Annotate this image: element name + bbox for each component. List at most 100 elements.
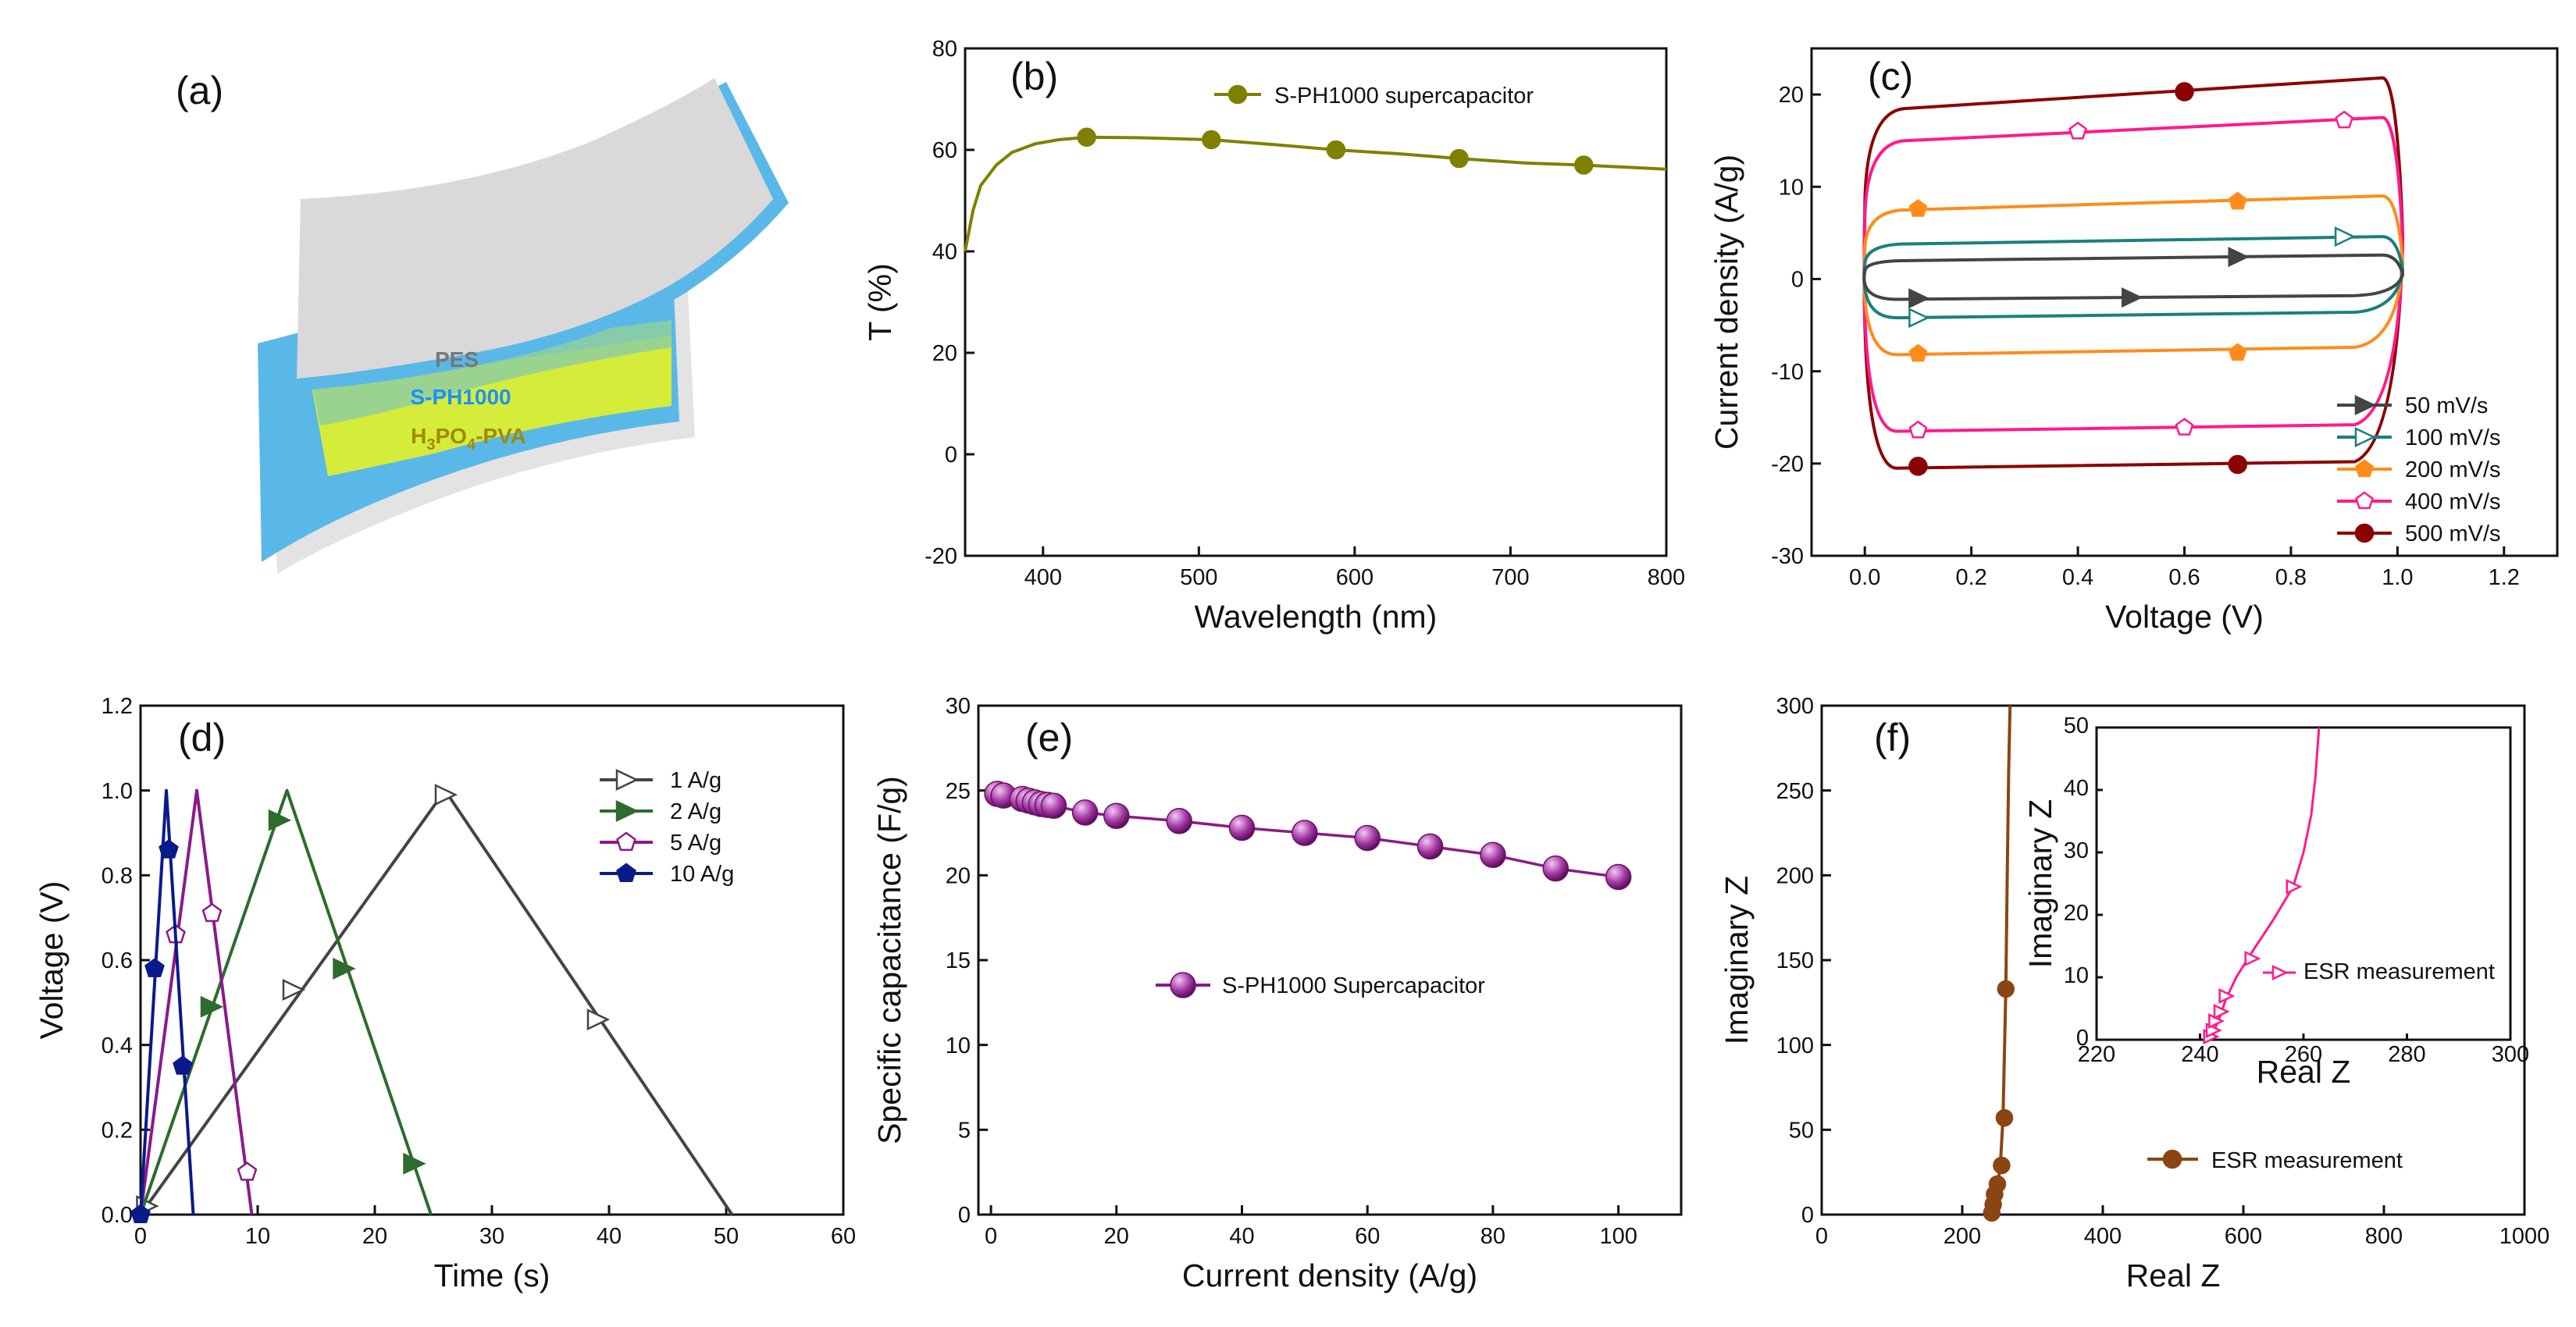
y-tick-label: 40 xyxy=(2064,776,2089,801)
x-tick-label: 0.8 xyxy=(2275,565,2307,590)
data-point xyxy=(159,839,179,859)
data-point xyxy=(2122,287,2143,308)
data-point xyxy=(1326,140,1346,160)
data-point xyxy=(1542,855,1569,882)
cv-loop xyxy=(1862,253,2405,301)
y-tick-label: 250 xyxy=(1776,779,1814,804)
panel-c-chart: 0.0 0.2 0.4 0.6 0.8 1.0 1.2 -30 -20 -10 0 10 20 Volta… xyxy=(1708,47,2559,635)
series-line xyxy=(1990,705,2012,1215)
legend-label: S-PH1000 Supercapacitor xyxy=(1222,973,1485,998)
panel-a-label: (a) xyxy=(176,69,223,112)
data-point xyxy=(2175,418,2194,436)
legend-label: 400 mV/s xyxy=(2405,489,2501,514)
x-tick-label: 220 xyxy=(2078,1042,2115,1067)
legend-marker xyxy=(615,800,640,822)
data-point xyxy=(1292,820,1318,846)
series-10-A-g xyxy=(130,788,195,1223)
panel-a-schematic: PES S-PH1000 H3PO4-PVA (a) xyxy=(176,69,789,574)
panel-d-chart: 0 10 20 30 40 50 60 0.0 0.2 0.4 0.6 0.8 1.0 1.2 Time (… xyxy=(34,694,856,1293)
data-point xyxy=(2175,82,2194,101)
sph1000-top-layer xyxy=(308,320,672,425)
x-tick-label: 60 xyxy=(1355,1224,1380,1249)
series-5-A-g xyxy=(139,788,258,1215)
panel-label: (b) xyxy=(1010,55,1058,98)
y-tick-label: 0 xyxy=(945,443,957,468)
x-tick-label: 0 xyxy=(1815,1224,1828,1249)
data-point xyxy=(1908,457,1928,476)
y-tick-label: 15 xyxy=(946,948,971,973)
data-point xyxy=(1166,808,1192,834)
x-axis-label: Real Z xyxy=(2126,1258,2221,1293)
x-tick-label: 40 xyxy=(1229,1224,1254,1249)
y-tick-label: 50 xyxy=(2064,713,2089,738)
y-tick-label: 0 xyxy=(1791,268,1804,293)
data-point xyxy=(1228,814,1256,841)
x-tick-label: 1.0 xyxy=(2382,565,2413,590)
inset-data-point xyxy=(2213,1004,2230,1019)
data-point xyxy=(1573,155,1594,175)
cv-loop xyxy=(1862,194,2405,357)
y-tick-label: 300 xyxy=(1776,694,1814,719)
y-tick-label: 10 xyxy=(946,1033,971,1058)
legend-marker xyxy=(2355,491,2374,510)
x-tick-label: 30 xyxy=(479,1224,504,1249)
x-tick-label: 0.4 xyxy=(2062,565,2093,590)
y-tick-label: -20 xyxy=(1771,452,1804,477)
y-tick-label: -20 xyxy=(925,544,957,569)
series-2-A-g xyxy=(139,788,433,1215)
data-point xyxy=(1103,802,1130,830)
x-tick-label: 60 xyxy=(831,1224,856,1249)
plot-frame xyxy=(977,704,1683,1216)
y-tick-label: 150 xyxy=(1776,948,1814,973)
x-tick-label: 80 xyxy=(1480,1224,1505,1249)
y-tick-label: 60 xyxy=(932,138,957,163)
x-tick-label: 500 xyxy=(1180,565,1217,590)
y-tick-label: 20 xyxy=(946,863,971,888)
legend-marker xyxy=(2354,427,2377,447)
y-tick-label: 0.2 xyxy=(102,1118,133,1143)
cv-loop xyxy=(1862,116,2405,433)
x-tick-label: 280 xyxy=(2388,1042,2425,1067)
pes-layer xyxy=(297,78,773,379)
inset-data-point xyxy=(2244,951,2261,966)
y-tick-label: -10 xyxy=(1771,360,1804,385)
pes-label: PES xyxy=(435,347,479,372)
x-axis-label: Voltage (V) xyxy=(2105,599,2264,635)
legend-label: 2 A/g xyxy=(670,799,721,824)
legend-marker xyxy=(2354,523,2375,543)
plot-frame xyxy=(139,704,845,1216)
x-tick-label: 0.0 xyxy=(1849,565,1880,590)
x-tick-label: 40 xyxy=(597,1224,622,1249)
y-axis-label: Specific capacitance (F/g) xyxy=(871,776,907,1144)
y-tick-label: 200 xyxy=(1776,863,1814,888)
legend-marker xyxy=(616,863,636,882)
legend-label: 1 A/g xyxy=(670,768,721,793)
y-tick-label: 80 xyxy=(932,37,957,62)
x-axis-label: Real Z xyxy=(2257,1054,2351,1090)
data-point xyxy=(1908,343,1928,362)
y-tick-label: 0.0 xyxy=(102,1203,133,1228)
x-axis-label: Current density (A/g) xyxy=(1182,1258,1477,1293)
data-point xyxy=(1908,308,1930,329)
y-tick-label: 50 xyxy=(1789,1118,1814,1143)
y-axis-label: T (%) xyxy=(862,263,898,340)
legend-label: 200 mV/s xyxy=(2405,457,2501,482)
y-axis-label: Current density (A/g) xyxy=(1708,155,1744,450)
data-point xyxy=(1354,824,1381,852)
inset-data-point xyxy=(2218,988,2236,1004)
legend-label: S-PH1000 supercapacitor xyxy=(1274,84,1534,109)
y-axis-label: Voltage (V) xyxy=(34,881,69,1040)
panel-f-chart: 0 200 400 600 800 1000050100150200250300Real … xyxy=(1719,694,2549,1293)
y-tick-label: 1.0 xyxy=(102,779,133,804)
legend-marker xyxy=(2354,395,2377,415)
data-point xyxy=(586,1009,611,1031)
cv-loop xyxy=(1862,235,2405,320)
gcd-line xyxy=(139,788,254,1215)
data-point xyxy=(2228,191,2247,210)
panel-label: (e) xyxy=(1025,716,1073,760)
sph1000-label: S-PH1000 xyxy=(410,385,511,409)
inset-data-point xyxy=(2286,879,2303,895)
legend-marker xyxy=(1170,972,1196,998)
x-tick-label: 400 xyxy=(1024,565,1062,590)
data-point xyxy=(434,784,458,806)
